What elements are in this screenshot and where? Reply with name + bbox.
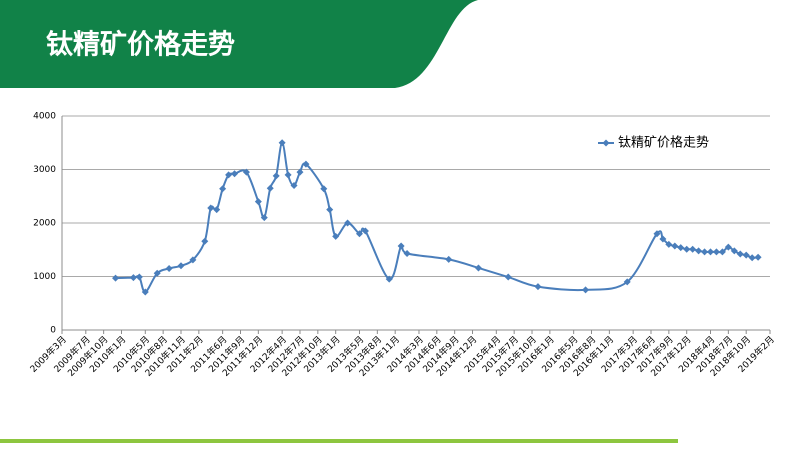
legend-label: 钛精矿价格走势 xyxy=(618,135,709,151)
data-point xyxy=(718,248,726,256)
data-point xyxy=(403,249,411,257)
data-point xyxy=(242,168,250,176)
data-point xyxy=(355,230,363,238)
data-point xyxy=(712,248,720,256)
data-point xyxy=(754,253,762,261)
data-point xyxy=(266,184,274,192)
data-point xyxy=(254,198,262,206)
data-point xyxy=(290,182,298,190)
data-point xyxy=(201,237,209,245)
data-point xyxy=(534,283,542,291)
data-point xyxy=(207,204,215,212)
data-point xyxy=(385,275,393,283)
data-point xyxy=(653,230,661,238)
data-point xyxy=(260,214,268,222)
data-point xyxy=(141,288,149,296)
data-point xyxy=(445,255,453,263)
data-point xyxy=(112,274,120,282)
data-point xyxy=(701,248,709,256)
data-point xyxy=(129,274,137,282)
data-point xyxy=(296,168,304,176)
data-point xyxy=(736,250,744,258)
data-point xyxy=(177,262,185,270)
data-point xyxy=(474,264,482,272)
data-point xyxy=(582,286,590,294)
data-point xyxy=(397,242,405,250)
data-point xyxy=(213,206,221,214)
data-point xyxy=(231,170,239,178)
y-tick-label: 3000 xyxy=(33,165,56,175)
data-point xyxy=(504,273,512,281)
data-point xyxy=(326,206,334,214)
data-point xyxy=(695,247,703,255)
data-point xyxy=(302,160,310,168)
legend-marker xyxy=(602,139,610,147)
data-point xyxy=(665,240,673,248)
data-point xyxy=(724,243,732,251)
data-point xyxy=(219,185,227,193)
data-point xyxy=(730,247,738,255)
data-point xyxy=(748,254,756,262)
data-point xyxy=(361,227,369,235)
y-tick-label: 0 xyxy=(50,326,56,336)
y-tick-label: 4000 xyxy=(33,112,56,122)
data-point xyxy=(320,185,328,193)
data-point xyxy=(189,256,197,264)
data-point xyxy=(278,139,286,147)
data-point xyxy=(707,248,715,256)
data-point xyxy=(344,219,352,227)
data-point xyxy=(284,171,292,179)
data-point xyxy=(677,244,685,252)
footer-line xyxy=(0,439,678,443)
series-line xyxy=(115,141,759,293)
header-band xyxy=(0,0,478,88)
chart-title: 钛精矿价格走势 xyxy=(46,29,235,61)
data-point xyxy=(742,251,750,259)
data-point xyxy=(332,232,340,240)
data-point xyxy=(135,273,143,281)
data-point xyxy=(689,245,697,253)
data-point xyxy=(272,172,280,180)
y-tick-label: 1000 xyxy=(33,272,56,282)
data-point xyxy=(225,171,233,179)
data-point xyxy=(165,264,173,272)
y-tick-label: 2000 xyxy=(33,219,56,229)
data-point xyxy=(153,269,161,277)
data-point xyxy=(671,242,679,250)
data-point xyxy=(683,245,691,253)
data-point xyxy=(623,278,631,286)
data-point xyxy=(659,235,667,243)
